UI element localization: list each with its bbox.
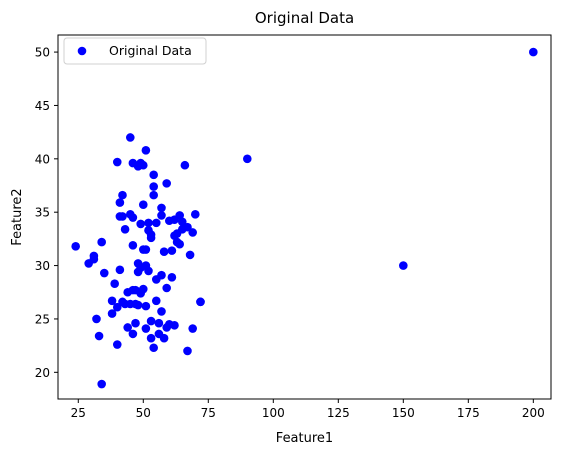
data-point: [107, 296, 117, 306]
data-point: [146, 316, 156, 326]
data-point: [138, 284, 148, 294]
x-axis-label: Feature1: [276, 431, 333, 446]
x-tick-label: 25: [71, 406, 86, 420]
data-point: [97, 237, 106, 247]
data-points: [71, 47, 538, 389]
chart-title: Original Data: [255, 9, 354, 27]
data-point: [92, 314, 101, 324]
data-point: [149, 343, 158, 353]
data-point: [529, 47, 538, 57]
x-tick-label: 150: [392, 406, 415, 420]
x-tick-label: 100: [262, 406, 285, 420]
data-point: [141, 324, 151, 333]
x-tick-label: 75: [201, 406, 216, 420]
data-point: [115, 198, 125, 207]
y-tick-label: 20: [35, 366, 50, 380]
data-point: [128, 213, 138, 222]
data-point: [131, 318, 140, 328]
data-point: [118, 212, 127, 221]
data-point: [157, 307, 166, 316]
data-point: [183, 222, 192, 232]
legend-box: [63, 37, 207, 65]
data-point: [151, 218, 161, 228]
data-point: [138, 160, 148, 170]
data-point: [149, 170, 158, 180]
y-tick-label: 30: [35, 259, 50, 273]
data-point: [188, 228, 197, 237]
data-point: [123, 323, 132, 332]
data-point: [118, 190, 127, 200]
data-point: [112, 302, 122, 312]
data-point: [180, 160, 190, 170]
data-point: [154, 318, 164, 328]
plot-frame: [57, 34, 552, 400]
data-point: [112, 157, 122, 167]
x-tick-label: 125: [327, 406, 350, 420]
data-point: [167, 246, 177, 255]
data-point: [170, 321, 179, 330]
data-point: [133, 300, 143, 310]
data-point: [138, 200, 148, 210]
data-point: [128, 329, 138, 339]
data-point: [157, 203, 166, 213]
x-tick-label: 175: [457, 406, 480, 420]
data-point: [149, 190, 158, 200]
data-point: [149, 182, 158, 191]
y-axis-label: Feature2: [10, 188, 25, 245]
y-tick-label: 40: [35, 152, 50, 166]
data-point: [162, 283, 171, 293]
data-point: [183, 346, 192, 356]
data-point: [399, 261, 408, 270]
y-tick-label: 50: [35, 46, 50, 60]
data-point: [177, 217, 187, 227]
data-point: [162, 179, 171, 188]
x-tick-label: 50: [136, 406, 151, 420]
x-tick-label: 200: [522, 406, 545, 420]
data-point: [185, 250, 195, 260]
data-point: [120, 224, 130, 234]
data-point: [89, 251, 99, 261]
data-point: [190, 210, 200, 219]
data-point: [94, 331, 104, 341]
data-point: [159, 247, 169, 256]
y-tick-label: 45: [35, 99, 50, 113]
data-point: [107, 309, 117, 318]
data-point: [110, 279, 119, 289]
data-point: [196, 297, 205, 307]
data-point: [115, 265, 125, 275]
data-point: [175, 239, 184, 249]
legend: Original Data: [63, 37, 207, 65]
data-point: [141, 145, 151, 155]
data-point: [157, 270, 166, 280]
data-point: [146, 333, 156, 343]
x-axis-ticks: 25 50 75 100 125 150 175 200: [71, 399, 545, 420]
data-point: [141, 301, 151, 311]
data-point: [97, 379, 106, 389]
data-point: [146, 233, 156, 243]
legend-label: Original Data: [109, 43, 192, 58]
data-point: [128, 240, 138, 250]
data-point: [112, 340, 122, 349]
data-point: [144, 266, 153, 276]
y-tick-label: 25: [35, 312, 50, 326]
data-point: [167, 273, 177, 282]
data-point: [151, 296, 161, 306]
data-point: [125, 133, 135, 142]
data-point: [136, 219, 145, 229]
data-point: [71, 242, 80, 251]
y-axis-ticks: 20 25 30 35 40 45 50: [35, 46, 58, 380]
data-point: [99, 268, 109, 278]
data-point: [159, 333, 169, 343]
legend-marker: [77, 46, 87, 56]
data-point: [144, 218, 153, 228]
data-point: [141, 245, 151, 254]
y-tick-label: 35: [35, 206, 50, 220]
data-point: [243, 154, 252, 164]
data-point: [188, 324, 197, 333]
data-point: [157, 211, 166, 220]
